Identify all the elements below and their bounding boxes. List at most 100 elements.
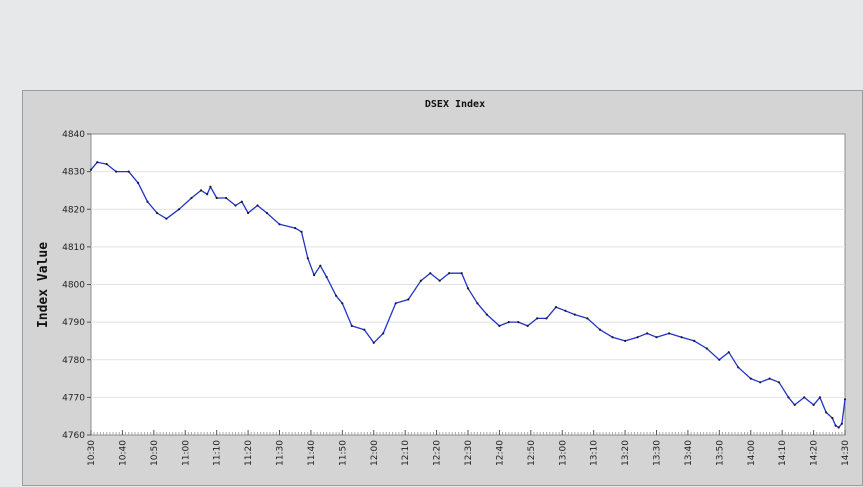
data-point — [225, 196, 228, 200]
x-tick-label: 11:30 — [276, 440, 286, 466]
x-tick-label: 11:20 — [244, 440, 254, 466]
x-axis-ticks: 10:30 10:40 10:50 11:00 11:10 11:20 11:30 11:40… — [87, 430, 851, 466]
data-point — [146, 200, 149, 203]
y-tick-label: 4810 — [62, 243, 85, 253]
data-point — [350, 324, 353, 327]
data-point — [466, 287, 470, 290]
data-point — [382, 332, 385, 335]
data-point — [96, 161, 99, 164]
data-point — [787, 396, 790, 399]
data-point — [793, 403, 796, 406]
x-tick-label: 11:10 — [213, 440, 223, 466]
x-tick-label: 13:40 — [684, 440, 694, 466]
data-point — [573, 313, 576, 316]
data-point — [209, 185, 212, 188]
data-point — [655, 336, 658, 339]
data-point — [177, 208, 181, 211]
data-point — [394, 302, 397, 305]
data-point — [127, 170, 130, 173]
data-point — [300, 230, 303, 233]
x-tick-label: 14:20 — [810, 440, 820, 466]
x-tick-label: 12:30 — [464, 440, 474, 466]
data-point — [206, 193, 209, 196]
data-point — [840, 422, 844, 425]
data-point — [240, 200, 243, 203]
y-tick-label: 4830 — [62, 168, 85, 178]
x-tick-label: 14:10 — [778, 440, 788, 466]
data-point — [448, 272, 451, 275]
x-tick-label: 14:00 — [747, 440, 757, 466]
data-point — [777, 381, 781, 384]
data-point — [498, 324, 501, 327]
data-point — [341, 302, 344, 305]
y-axis-ticks: 4760 4770 4780 4790 4800 4810 4820 4830 4840 — [62, 130, 91, 441]
x-tick-label: 10:50 — [150, 440, 160, 466]
data-point — [313, 274, 316, 277]
data-point — [306, 257, 309, 260]
data-point — [586, 317, 589, 320]
data-point — [247, 211, 250, 215]
data-point — [335, 294, 338, 297]
data-point — [768, 377, 771, 380]
data-point — [818, 396, 822, 399]
data-point — [485, 313, 488, 316]
series-layer — [89, 161, 847, 429]
data-point — [407, 298, 410, 301]
data-point — [564, 309, 567, 312]
x-tick-label: 11:50 — [338, 440, 348, 466]
data-point — [693, 339, 696, 342]
data-point — [278, 223, 281, 226]
data-point — [611, 336, 614, 339]
x-tick-label: 11:00 — [181, 440, 191, 466]
data-point — [554, 306, 558, 309]
data-point — [363, 328, 366, 331]
y-tick-label: 4840 — [62, 130, 85, 140]
data-point — [460, 272, 463, 275]
chart-title: DSEX Index — [425, 99, 485, 110]
data-point — [115, 170, 118, 173]
data-point — [234, 204, 237, 207]
data-point — [737, 366, 740, 369]
x-tick-label: 10:40 — [118, 440, 128, 466]
data-point — [526, 324, 529, 327]
data-point — [429, 272, 432, 275]
data-point — [825, 411, 828, 414]
data-point — [812, 403, 815, 406]
x-tick-label: 13:30 — [653, 440, 663, 466]
data-point — [727, 351, 730, 354]
y-tick-label: 4790 — [62, 318, 85, 328]
data-point — [834, 424, 837, 427]
data-point — [165, 217, 168, 220]
data-point — [646, 332, 649, 335]
series-line — [90, 161, 846, 429]
data-point — [438, 279, 441, 282]
y-tick-label: 4770 — [62, 393, 85, 403]
data-point — [680, 336, 683, 339]
y-tick-label: 4760 — [62, 431, 85, 441]
chart-frame: DSEX Index 4760 4770 4780 4790 4800 4810 4820 4… — [22, 90, 863, 486]
data-point — [718, 358, 721, 361]
data-point — [372, 341, 375, 344]
data-point — [803, 396, 806, 399]
x-tick-label: 12:20 — [433, 440, 443, 466]
data-point — [256, 204, 259, 207]
y-tick-label: 4800 — [62, 281, 85, 291]
data-point — [190, 196, 193, 200]
data-point — [105, 163, 108, 166]
line-chart: DSEX Index 47604770478047904800481048204… — [36, 99, 851, 466]
x-tick-label: 12:40 — [495, 440, 505, 466]
data-point — [624, 339, 627, 342]
x-tick-label: 13:50 — [715, 440, 725, 466]
x-tick-label: 11:40 — [307, 440, 317, 466]
data-point — [759, 381, 762, 384]
data-point — [668, 332, 671, 335]
data-point — [155, 211, 159, 215]
x-tick-label: 12:10 — [401, 440, 411, 466]
data-point — [137, 181, 140, 184]
y-tick-label: 4820 — [62, 205, 85, 215]
data-point — [749, 377, 752, 380]
x-tick-label: 13:00 — [558, 440, 568, 466]
data-point — [517, 321, 520, 324]
data-point — [843, 398, 847, 401]
y-tick-label: 4780 — [62, 356, 85, 366]
